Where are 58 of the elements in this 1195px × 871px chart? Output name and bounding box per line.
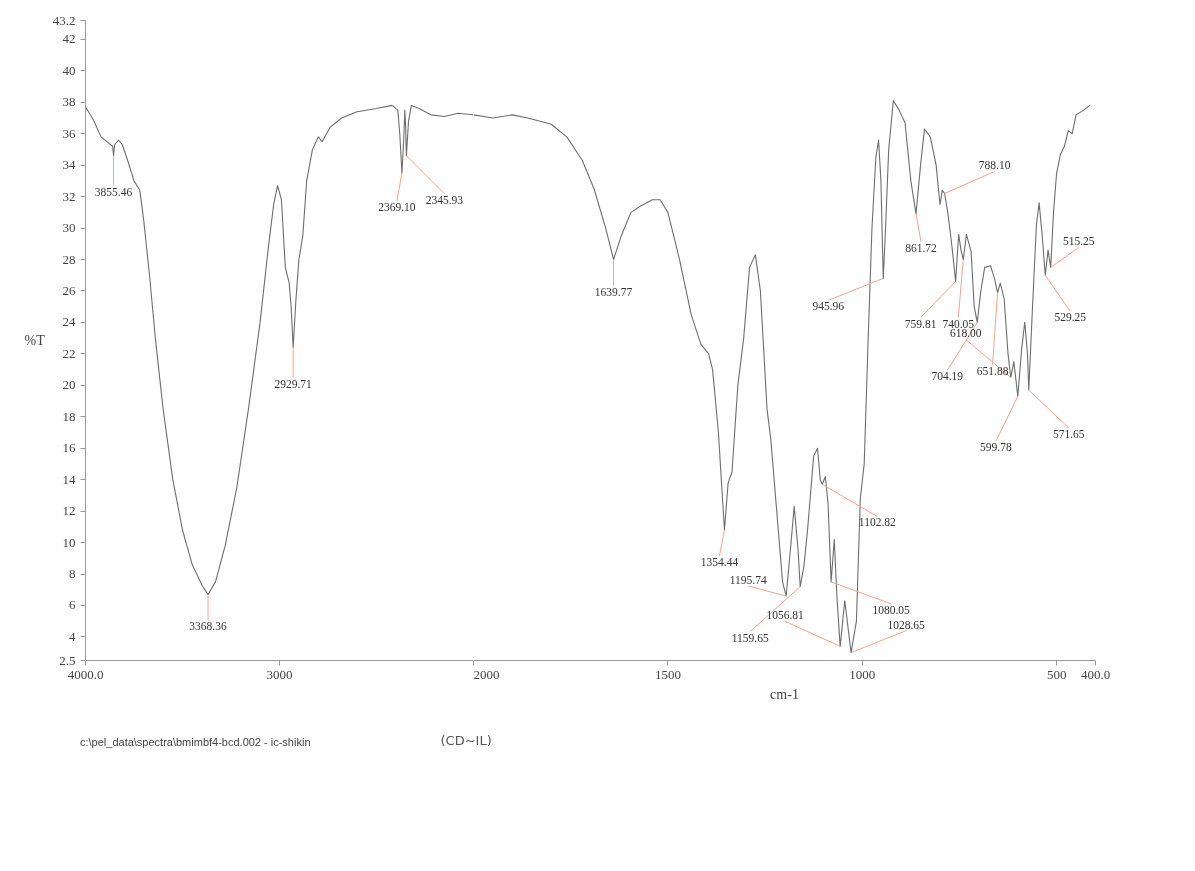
text: c:\pel_data\spectra\bmimbf4-bcd.002 - ic-shikin bbox=[80, 736, 311, 748]
annotation: 1354.44 bbox=[700, 555, 739, 568]
y-tick-label: 8 bbox=[69, 566, 76, 582]
annotation: 2369.10 bbox=[378, 201, 416, 214]
annotation: 599.78 bbox=[980, 441, 1012, 454]
y-tick-label: 34 bbox=[62, 157, 76, 173]
y-tick-label: 43.2 bbox=[52, 12, 76, 28]
y-tick-label: 10 bbox=[62, 534, 76, 550]
y-tick-label: 42 bbox=[62, 31, 76, 47]
annotation: 1639.77 bbox=[594, 285, 633, 298]
annotation: 529.25 bbox=[1054, 311, 1087, 324]
y-tick-label: 26 bbox=[62, 282, 76, 298]
x-tick-label: 2000 bbox=[473, 666, 500, 682]
y-tick-label: 22 bbox=[62, 345, 76, 361]
x-tick-label: 4000.0 bbox=[67, 666, 104, 682]
y-tick-label: 18 bbox=[62, 408, 76, 424]
annotation: 788.10 bbox=[978, 159, 1011, 172]
y-tick-label: 32 bbox=[62, 188, 76, 204]
annotation: 1028.65 bbox=[887, 618, 926, 631]
annotation: 861.72 bbox=[905, 241, 938, 254]
annotation: 651.88 bbox=[976, 364, 1009, 377]
y-tick-label: 24 bbox=[62, 314, 76, 330]
x-tick-label: 1000 bbox=[849, 666, 876, 682]
y-tick-label: 14 bbox=[62, 471, 76, 487]
annotation: 515.25 bbox=[1062, 235, 1095, 248]
annotation: 571.65 bbox=[1052, 428, 1085, 441]
annotation: 2345.93 bbox=[425, 193, 464, 206]
annotation: 1195.74 bbox=[729, 574, 767, 587]
annotation: 704.19 bbox=[931, 370, 964, 383]
x-axis-title: cm-1 bbox=[770, 686, 799, 702]
annotation: 945.96 bbox=[812, 300, 845, 313]
y-tick-label: 12 bbox=[62, 503, 76, 519]
y-tick-label: 40 bbox=[62, 62, 76, 78]
annotation: 1080.05 bbox=[872, 603, 911, 616]
annotation: 618.00 bbox=[949, 327, 982, 340]
y-tick-label: 30 bbox=[62, 220, 76, 236]
annotation: 3368.36 bbox=[189, 620, 227, 633]
y-tick-label: 4 bbox=[69, 628, 76, 644]
annotation: 3855.46 bbox=[94, 185, 133, 198]
annotation: 1102.82 bbox=[858, 516, 896, 529]
y-tick-label: 28 bbox=[62, 251, 76, 267]
annotation: 1056.81 bbox=[766, 609, 805, 622]
y-tick-label: 2.5 bbox=[59, 652, 76, 668]
annotation: 759.81 bbox=[904, 317, 937, 330]
y-tick-label: 16 bbox=[62, 440, 76, 456]
y-axis-title: %T bbox=[24, 333, 46, 348]
x-tick-label: 400.0 bbox=[1080, 666, 1111, 682]
y-tick-label: 20 bbox=[62, 377, 76, 393]
annotation: 2929.71 bbox=[274, 377, 313, 390]
text: (CD~IL) bbox=[440, 733, 492, 748]
x-tick-label: 500 bbox=[1046, 666, 1067, 682]
x-tick-label: 1500 bbox=[654, 666, 681, 682]
annotation: 1159.65 bbox=[731, 631, 769, 644]
y-tick-label: 6 bbox=[69, 597, 76, 613]
y-tick-label: 38 bbox=[62, 94, 76, 110]
x-tick-label: 3000 bbox=[266, 666, 293, 682]
annotation: 740.05 bbox=[942, 317, 975, 330]
y-tick-label: 36 bbox=[62, 125, 76, 141]
